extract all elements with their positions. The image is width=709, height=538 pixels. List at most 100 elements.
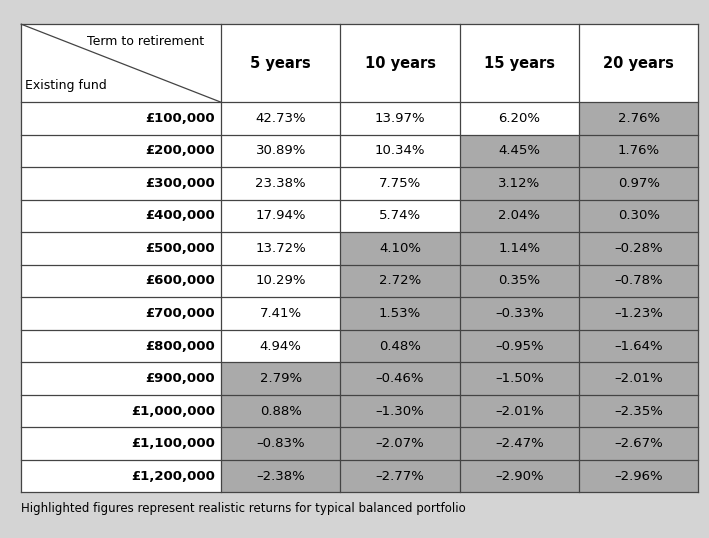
Text: 20 years: 20 years — [603, 56, 674, 70]
Text: 23.38%: 23.38% — [255, 177, 306, 190]
Text: –0.78%: –0.78% — [615, 274, 663, 287]
Bar — [340, 232, 459, 265]
Bar — [579, 167, 698, 200]
Bar — [221, 102, 340, 134]
Text: 30.89%: 30.89% — [255, 145, 306, 158]
Text: £400,000: £400,000 — [145, 209, 216, 223]
Bar — [221, 200, 340, 232]
Text: 7.41%: 7.41% — [259, 307, 302, 320]
Bar — [21, 102, 221, 134]
Text: 3.12%: 3.12% — [498, 177, 540, 190]
Bar — [221, 460, 340, 492]
Bar — [340, 298, 459, 330]
Bar — [579, 427, 698, 460]
Text: –2.77%: –2.77% — [376, 470, 425, 483]
Bar — [459, 395, 579, 427]
Text: 1.14%: 1.14% — [498, 242, 540, 255]
Bar — [459, 102, 579, 134]
Bar — [21, 427, 221, 460]
Text: £1,000,000: £1,000,000 — [131, 405, 216, 417]
Text: –2.47%: –2.47% — [495, 437, 544, 450]
Text: –2.38%: –2.38% — [257, 470, 305, 483]
Text: £500,000: £500,000 — [146, 242, 216, 255]
Text: 4.94%: 4.94% — [259, 339, 301, 352]
Text: £800,000: £800,000 — [145, 339, 216, 352]
Bar — [21, 395, 221, 427]
Text: –2.01%: –2.01% — [495, 405, 544, 417]
Bar — [579, 232, 698, 265]
Bar — [579, 362, 698, 395]
Bar — [459, 232, 579, 265]
Text: –2.35%: –2.35% — [614, 405, 663, 417]
Text: –2.96%: –2.96% — [615, 470, 663, 483]
Bar — [221, 232, 340, 265]
Text: –0.95%: –0.95% — [495, 339, 544, 352]
Text: 0.30%: 0.30% — [618, 209, 659, 223]
Text: 10 years: 10 years — [364, 56, 435, 70]
Bar — [21, 330, 221, 362]
Text: 2.72%: 2.72% — [379, 274, 421, 287]
Bar — [459, 265, 579, 298]
Bar — [579, 102, 698, 134]
Bar — [221, 362, 340, 395]
Bar — [340, 200, 459, 232]
Bar — [340, 102, 459, 134]
Bar — [21, 265, 221, 298]
Bar — [221, 167, 340, 200]
Bar — [459, 330, 579, 362]
Text: 2.79%: 2.79% — [259, 372, 302, 385]
Text: –2.07%: –2.07% — [376, 437, 425, 450]
Text: 15 years: 15 years — [484, 56, 555, 70]
Text: 4.45%: 4.45% — [498, 145, 540, 158]
Text: 6.20%: 6.20% — [498, 112, 540, 125]
Text: 5.74%: 5.74% — [379, 209, 421, 223]
Text: £700,000: £700,000 — [146, 307, 216, 320]
Bar — [340, 330, 459, 362]
Bar — [459, 427, 579, 460]
Bar — [579, 265, 698, 298]
Text: –2.67%: –2.67% — [614, 437, 663, 450]
Text: £600,000: £600,000 — [145, 274, 216, 287]
Bar — [340, 427, 459, 460]
Bar — [21, 232, 221, 265]
Bar — [459, 167, 579, 200]
Text: 10.34%: 10.34% — [375, 145, 425, 158]
Bar — [340, 265, 459, 298]
Text: 0.48%: 0.48% — [379, 339, 421, 352]
Text: –1.23%: –1.23% — [614, 307, 663, 320]
Text: 2.04%: 2.04% — [498, 209, 540, 223]
Bar — [340, 134, 459, 167]
Text: 13.97%: 13.97% — [375, 112, 425, 125]
Bar — [21, 200, 221, 232]
Bar — [579, 460, 698, 492]
Text: –0.33%: –0.33% — [495, 307, 544, 320]
Text: Term to retirement: Term to retirement — [86, 35, 203, 48]
Text: 1.53%: 1.53% — [379, 307, 421, 320]
Bar — [21, 134, 221, 167]
Bar — [459, 298, 579, 330]
Text: 42.73%: 42.73% — [255, 112, 306, 125]
Bar — [21, 298, 221, 330]
Text: £200,000: £200,000 — [146, 145, 216, 158]
Text: 1.76%: 1.76% — [618, 145, 660, 158]
Text: £900,000: £900,000 — [146, 372, 216, 385]
Bar — [221, 330, 340, 362]
Bar — [221, 427, 340, 460]
Text: –0.28%: –0.28% — [615, 242, 663, 255]
Bar — [21, 362, 221, 395]
Text: –0.83%: –0.83% — [257, 437, 305, 450]
Text: 4.10%: 4.10% — [379, 242, 421, 255]
Text: 17.94%: 17.94% — [255, 209, 306, 223]
Text: £1,100,000: £1,100,000 — [131, 437, 216, 450]
Bar — [459, 200, 579, 232]
Text: Existing fund: Existing fund — [25, 79, 106, 91]
Bar — [340, 460, 459, 492]
Bar — [579, 200, 698, 232]
Bar — [579, 298, 698, 330]
Bar — [21, 24, 698, 102]
Bar — [221, 395, 340, 427]
Text: £300,000: £300,000 — [145, 177, 216, 190]
Text: –2.01%: –2.01% — [614, 372, 663, 385]
Text: 5 years: 5 years — [250, 56, 311, 70]
Text: –1.50%: –1.50% — [495, 372, 544, 385]
